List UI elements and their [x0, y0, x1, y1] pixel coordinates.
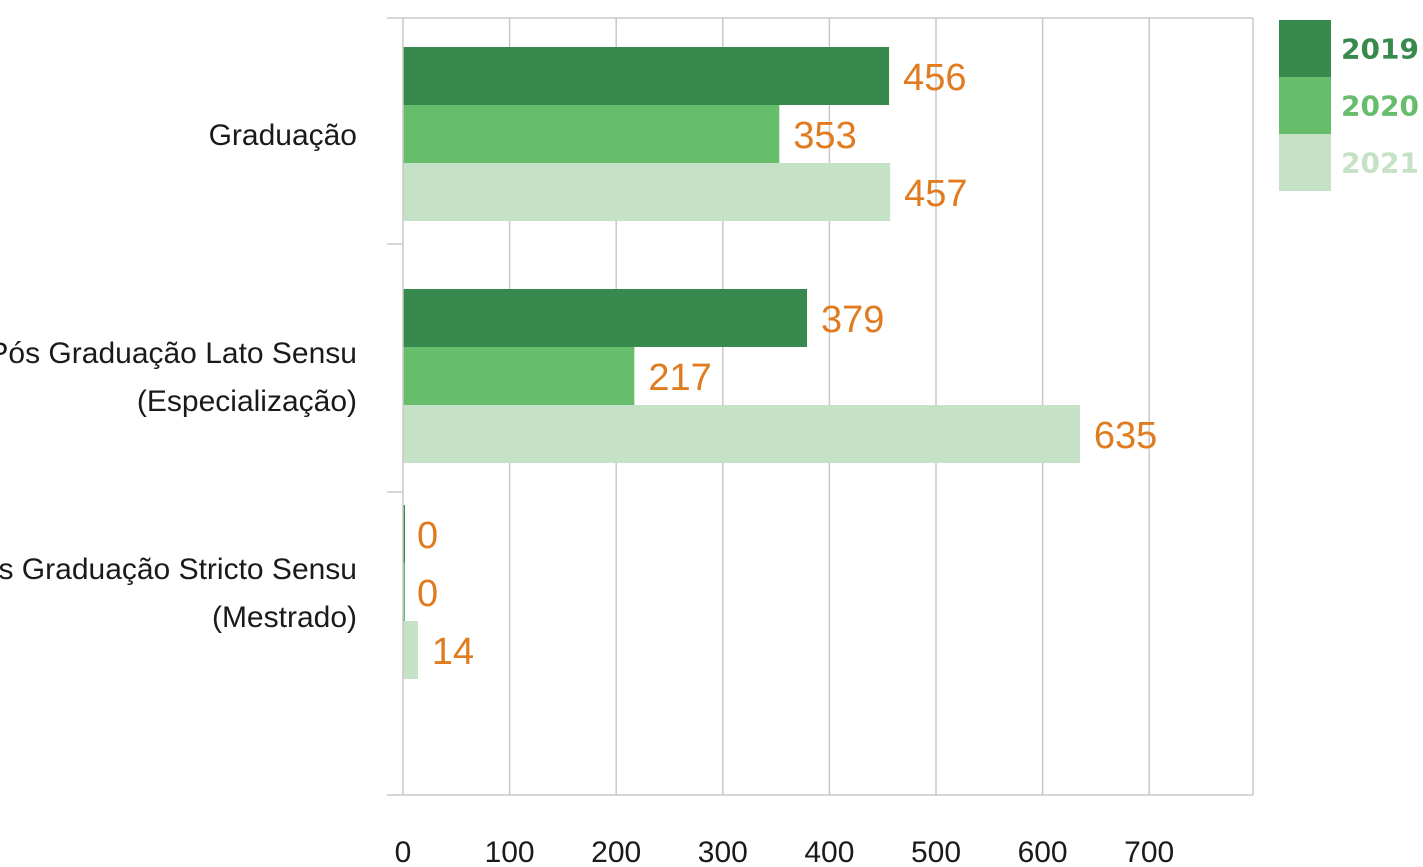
bar: [403, 289, 808, 347]
x-tick-label: 0: [395, 836, 412, 867]
bar: [403, 47, 890, 105]
category-label: (Especialização): [137, 385, 357, 418]
x-tick-label: 200: [591, 836, 641, 867]
category-label: Pós Graduação Lato Sensu: [0, 337, 357, 370]
legend: 2019 2020 2021: [1279, 20, 1419, 191]
bar: [403, 105, 780, 163]
value-label: 0: [417, 515, 438, 557]
x-tick-label: 300: [698, 836, 748, 867]
value-label: 457: [904, 173, 967, 215]
bar: [403, 163, 891, 221]
value-labels: 456 379 0 353 217 0 457 635 14: [417, 57, 1157, 673]
bar: [403, 621, 418, 679]
category-label: (Mestrado): [212, 601, 357, 634]
value-label: 635: [1094, 415, 1157, 457]
value-label: 0: [417, 573, 438, 615]
axes: [387, 17, 1253, 796]
legend-label: 2019: [1341, 33, 1419, 66]
bar: [403, 347, 635, 405]
bar: [403, 505, 405, 563]
value-label: 456: [903, 57, 966, 99]
bars: [403, 47, 1080, 679]
legend-label: 2021: [1341, 147, 1419, 180]
category-label: Graduação: [209, 119, 357, 152]
x-tick-label: 600: [1018, 836, 1068, 867]
bar: [403, 405, 1080, 463]
x-tick-label: 100: [485, 836, 535, 867]
x-tick-labels: 0 100 200 300 400 500 600 700: [395, 836, 1175, 867]
value-label: 217: [648, 357, 711, 399]
bar: [403, 563, 405, 621]
category-labels: Graduação Pós Graduação Lato Sensu (Especi…: [0, 119, 357, 634]
value-label: 353: [793, 115, 856, 157]
x-tick-label: 700: [1124, 836, 1174, 867]
value-label: 14: [432, 631, 474, 673]
legend-swatch: [1279, 134, 1331, 191]
x-tick-label: 500: [911, 836, 961, 867]
category-label: Pós Graduação Stricto Sensu: [0, 553, 357, 586]
legend-label: 2020: [1341, 90, 1419, 123]
x-tick-label: 400: [804, 836, 854, 867]
legend-swatch: [1279, 77, 1331, 134]
legend-swatch: [1279, 20, 1331, 77]
value-label: 379: [821, 299, 884, 341]
